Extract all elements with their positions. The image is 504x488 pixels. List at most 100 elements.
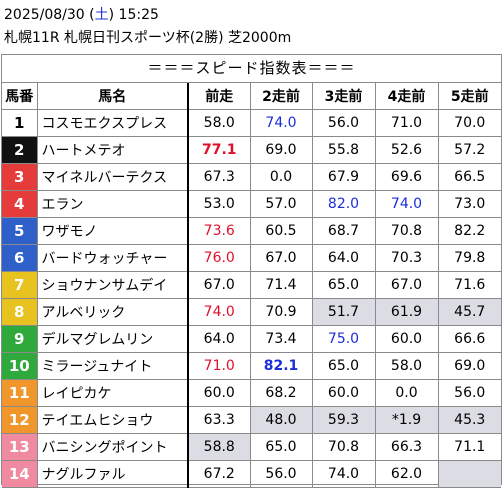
speed-value-cell: 71.6: [437, 271, 501, 299]
speed-value-cell: 74.0: [311, 460, 376, 488]
horse-number-cell: 1: [2, 109, 38, 137]
speed-value: 61.9: [390, 304, 423, 320]
speed-value-cell: 70.3: [374, 244, 439, 272]
speed-value: 66.5: [454, 169, 486, 185]
speed-value: 45.7: [454, 304, 486, 320]
horse-name-cell: コスモエクスプレス: [36, 109, 189, 137]
speed-value-cell: *1.9: [374, 406, 439, 434]
speed-value: 59.3: [327, 412, 360, 428]
speed-value: 67.0: [265, 250, 297, 266]
horse-number-cell: 9: [2, 325, 38, 353]
speed-value-cell: 77.1: [187, 136, 251, 164]
speed-value: 71.0: [390, 115, 423, 131]
horse-name-cell: ミラージュナイト: [36, 352, 189, 380]
speed-value: 70.9: [265, 304, 297, 320]
speed-value: 67.2: [203, 466, 235, 482]
speed-value-cell: 70.0: [437, 109, 501, 137]
speed-value: 62.0: [390, 466, 423, 482]
speed-value: *1.9: [391, 412, 422, 428]
speed-value-cell: [437, 460, 501, 488]
table-row: 12 テイエムヒショウ 63.3 48.0 59.3 *1.9 45.3: [2, 406, 501, 434]
speed-value-cell: 57.2: [437, 136, 501, 164]
speed-value: 56.0: [265, 466, 297, 482]
speed-value: 82.0: [327, 196, 360, 212]
speed-value: 67.0: [390, 277, 423, 293]
speed-value: 71.4: [265, 277, 297, 293]
horse-number-cell: 7: [2, 271, 38, 299]
speed-value: 56.0: [454, 385, 486, 401]
speed-value: 55.8: [327, 142, 360, 158]
speed-value-cell: 82.2: [437, 217, 501, 245]
table-row: 14 ナグルファル 67.2 56.0 74.0 62.0: [2, 460, 501, 488]
speed-value-cell: 68.2: [249, 379, 313, 407]
speed-value-cell: 74.0: [374, 190, 439, 218]
table-row: 13 バニシングポイント 58.8 65.0 70.8 66.3 71.1: [2, 433, 501, 461]
speed-value: 58.0: [390, 358, 423, 374]
speed-value: 82.1: [263, 358, 299, 374]
speed-value-cell: 52.6: [374, 136, 439, 164]
horse-number-cell: 12: [2, 406, 38, 434]
speed-value-cell: 74.0: [187, 298, 251, 326]
speed-value: 52.6: [390, 142, 423, 158]
speed-value-cell: 70.8: [311, 433, 376, 461]
date-time-line: 2025/08/30 (土) 15:25: [4, 4, 291, 27]
horse-number-cell: 6: [2, 244, 38, 272]
speed-value: 60.0: [203, 385, 235, 401]
speed-value: 68.7: [327, 223, 360, 239]
speed-value: 73.6: [203, 223, 235, 239]
speed-value-cell: 48.0: [249, 406, 313, 434]
speed-value-cell: 71.0: [374, 109, 439, 137]
table-row: 7 ショウナンサムデイ 67.0 71.4 65.0 67.0 71.6: [2, 271, 501, 299]
horse-name-cell: レイピカケ: [36, 379, 189, 407]
table-row: 2 ハートメテオ 77.1 69.0 55.8 52.6 57.2: [2, 136, 501, 164]
table-row: 5 ワザモノ 73.6 60.5 68.7 70.8 82.2: [2, 217, 501, 245]
speed-value-cell: 65.0: [311, 352, 376, 380]
speed-value-cell: 75.0: [311, 325, 376, 353]
speed-value: 66.3: [390, 439, 423, 455]
speed-value: 69.6: [390, 169, 423, 185]
horse-name-cell: バードウォッチャー: [36, 244, 189, 272]
speed-value: 73.0: [454, 196, 486, 212]
speed-value-cell: 67.0: [374, 271, 439, 299]
col-header-number: 馬番: [2, 83, 38, 110]
speed-value: 48.0: [265, 412, 297, 428]
table-row: 8 アルベリック 74.0 70.9 51.7 61.9 45.7: [2, 298, 501, 326]
speed-value: 63.3: [203, 412, 235, 428]
horse-name-cell: ワザモノ: [36, 217, 189, 245]
speed-value: 77.1: [201, 142, 237, 158]
speed-value-cell: 74.0: [249, 109, 313, 137]
horse-number-cell: 4: [2, 190, 38, 218]
table-row: 3 マイネルバーテクス 67.3 0.0 67.9 69.6 66.5: [2, 163, 501, 191]
horse-name-cell: ショウナンサムデイ: [36, 271, 189, 299]
horse-number-cell: 3: [2, 163, 38, 191]
speed-value-cell: 73.4: [249, 325, 313, 353]
speed-value: 60.0: [327, 385, 360, 401]
speed-value-cell: 63.3: [187, 406, 251, 434]
table-row: 10 ミラージュナイト 71.0 82.1 65.0 58.0 69.0: [2, 352, 501, 380]
speed-value-cell: 68.7: [311, 217, 376, 245]
horse-number-cell: 13: [2, 433, 38, 461]
speed-value: 70.3: [390, 250, 423, 266]
horse-name-cell: ナグルファル: [36, 460, 189, 488]
speed-index-table: 馬番 馬名 前走 2走前 3走前 4走前 5走前 1 コスモエクスプレス 58.0 7…: [2, 83, 501, 488]
speed-value: 70.0: [454, 115, 486, 131]
race-info: 札幌11R 札幌日刊スポーツ杯(2勝) 芝2000m: [4, 30, 292, 46]
table-row: 4 エラン 53.0 57.0 82.0 74.0 73.0: [2, 190, 501, 218]
table-row: 11 レイピカケ 60.0 68.2 60.0 0.0 56.0: [2, 379, 501, 407]
table-row: 6 バードウォッチャー 76.0 67.0 64.0 70.3 79.8: [2, 244, 501, 272]
speed-value-cell: 56.0: [437, 379, 501, 407]
speed-value-cell: 66.6: [437, 325, 501, 353]
speed-value: 65.0: [327, 277, 360, 293]
speed-value-cell: 62.0: [374, 460, 439, 488]
race-day-open: (: [89, 7, 95, 23]
speed-value-cell: 64.0: [311, 244, 376, 272]
speed-value: 75.0: [327, 331, 360, 347]
speed-value-cell: 67.0: [249, 244, 313, 272]
speed-value-cell: 51.7: [311, 298, 376, 326]
speed-value-cell: 67.3: [187, 163, 251, 191]
horse-number-cell: 5: [2, 217, 38, 245]
speed-value: 79.8: [454, 250, 486, 266]
speed-value-cell: 0.0: [249, 163, 313, 191]
speed-value: 45.3: [454, 412, 486, 428]
race-day-close: ): [108, 7, 115, 23]
